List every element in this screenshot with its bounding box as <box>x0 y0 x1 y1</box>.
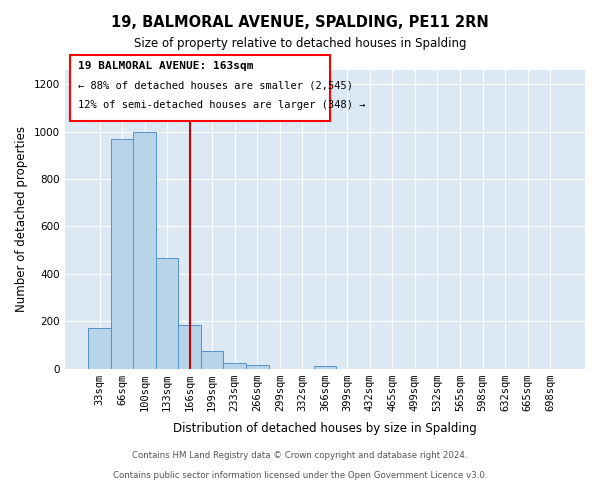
Bar <box>223 362 246 368</box>
Text: ← 88% of detached houses are smaller (2,545): ← 88% of detached houses are smaller (2,… <box>77 80 353 90</box>
Y-axis label: Number of detached properties: Number of detached properties <box>15 126 28 312</box>
Text: 12% of semi-detached houses are larger (348) →: 12% of semi-detached houses are larger (… <box>77 100 365 110</box>
Bar <box>133 132 156 368</box>
Text: Contains public sector information licensed under the Open Government Licence v3: Contains public sector information licen… <box>113 471 487 480</box>
Bar <box>178 324 201 368</box>
Text: Contains HM Land Registry data © Crown copyright and database right 2024.: Contains HM Land Registry data © Crown c… <box>132 451 468 460</box>
Text: 19 BALMORAL AVENUE: 163sqm: 19 BALMORAL AVENUE: 163sqm <box>77 61 253 71</box>
Bar <box>88 328 111 368</box>
Bar <box>156 258 178 368</box>
Bar <box>201 351 223 368</box>
Bar <box>246 365 269 368</box>
Bar <box>314 366 336 368</box>
Text: Size of property relative to detached houses in Spalding: Size of property relative to detached ho… <box>134 38 466 51</box>
FancyBboxPatch shape <box>70 55 330 120</box>
Bar <box>111 138 133 368</box>
Text: 19, BALMORAL AVENUE, SPALDING, PE11 2RN: 19, BALMORAL AVENUE, SPALDING, PE11 2RN <box>111 15 489 30</box>
X-axis label: Distribution of detached houses by size in Spalding: Distribution of detached houses by size … <box>173 422 477 435</box>
